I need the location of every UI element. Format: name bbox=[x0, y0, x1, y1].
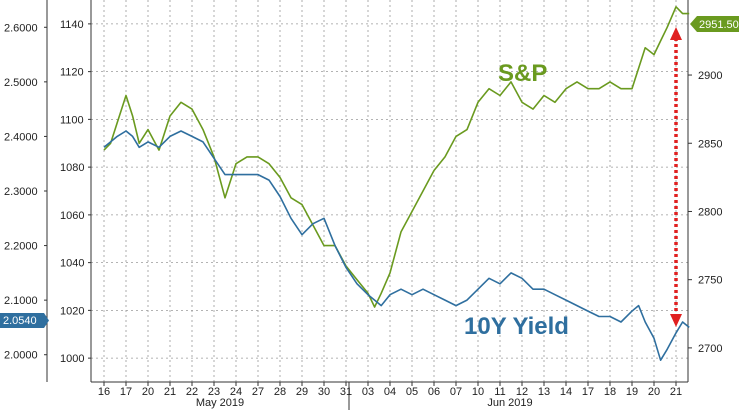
spread-arrow bbox=[670, 27, 682, 327]
x-tick-label: 13 bbox=[538, 386, 550, 398]
spx-last-value-badge: 2951.50 bbox=[690, 16, 739, 32]
x-tick-label: 20 bbox=[648, 386, 660, 398]
yield-badge-text: 2.0540 bbox=[3, 315, 37, 327]
left-inner-tick-label: 1120 bbox=[60, 67, 84, 79]
series-line-yield bbox=[103, 130, 690, 362]
left-inner-tick-label: 1100 bbox=[60, 114, 84, 126]
x-tick-label: 19 bbox=[626, 386, 638, 398]
x-tick-labels: 16 17 20 21 22 23 24 27 28 29 30 31 03 04 05 06 07 10 11 12… bbox=[98, 382, 682, 398]
x-tick-label: 21 bbox=[164, 386, 176, 398]
x-tick-label: 16 bbox=[98, 386, 110, 398]
x-tick-label: 07 bbox=[450, 386, 462, 398]
x-tick-label: 29 bbox=[296, 386, 308, 398]
left-inner-tick-labels: 1000 1020 1040 1060 1080 1100 1120 1140 bbox=[60, 19, 91, 365]
x-tick-label: 17 bbox=[120, 386, 132, 398]
series-lines bbox=[103, 6, 690, 362]
month-label-may: May 2019 bbox=[196, 397, 244, 409]
spx-badge-text: 2951.50 bbox=[699, 19, 739, 31]
yield-last-value-badge: 2.0540 bbox=[0, 313, 49, 328]
spx-badge-shape bbox=[690, 16, 739, 32]
x-tick-label: 23 bbox=[208, 386, 220, 398]
right-tick-label: 2800 bbox=[698, 206, 722, 218]
left-outer-tick-label: 2.2000 bbox=[4, 241, 38, 253]
right-tick-label: 2850 bbox=[698, 138, 722, 150]
left-inner-tick-label: 1040 bbox=[60, 258, 84, 270]
left-outer-tick-label: 2.3000 bbox=[4, 186, 38, 198]
x-tick-label: 04 bbox=[384, 386, 396, 398]
right-tick-labels: 2700 2750 2800 2850 2900 bbox=[688, 70, 722, 355]
series-label-yield: 10Y Yield bbox=[464, 313, 569, 340]
right-tick-label: 2900 bbox=[698, 70, 722, 82]
x-tick-label: 17 bbox=[582, 386, 594, 398]
x-tick-label: 28 bbox=[274, 386, 286, 398]
x-tick-label: 31 bbox=[340, 386, 352, 398]
left-inner-tick-label: 1140 bbox=[60, 19, 84, 31]
left-inner-tick-label: 1020 bbox=[60, 305, 84, 317]
x-tick-label: 10 bbox=[472, 386, 484, 398]
x-tick-label: 18 bbox=[604, 386, 616, 398]
left-outer-tick-label: 2.0000 bbox=[4, 350, 38, 362]
yield-badge-shape bbox=[0, 313, 44, 328]
left-outer-tick-labels: 2.0000 2.1000 2.2000 2.3000 2.4000 2.5000 2.60… bbox=[4, 22, 47, 362]
x-tick-label: 30 bbox=[318, 386, 330, 398]
left-inner-tick-label: 1000 bbox=[60, 353, 84, 365]
left-outer-tick-label: 2.6000 bbox=[4, 22, 38, 34]
right-tick-label: 2700 bbox=[698, 343, 722, 355]
right-tick-label: 2750 bbox=[698, 275, 722, 287]
spread-arrow-head-down bbox=[670, 314, 682, 327]
x-tick-label: 27 bbox=[252, 386, 264, 398]
grid bbox=[91, 0, 688, 382]
yield-badge-pointer bbox=[44, 313, 49, 328]
x-tick-label: 24 bbox=[230, 386, 242, 398]
x-tick-label: 11 bbox=[494, 386, 505, 398]
left-outer-tick-label: 2.4000 bbox=[4, 131, 38, 143]
x-tick-label: 14 bbox=[560, 386, 572, 398]
x-tick-label: 12 bbox=[516, 386, 528, 398]
spread-arrow-head-up bbox=[670, 27, 682, 40]
x-tick-label: 22 bbox=[186, 386, 198, 398]
x-tick-label: 21 bbox=[670, 386, 682, 398]
left-outer-tick-label: 2.5000 bbox=[4, 77, 38, 89]
series-label-spx: S&P bbox=[498, 60, 547, 87]
x-tick-label: 05 bbox=[406, 386, 418, 398]
x-tick-label: 20 bbox=[142, 386, 154, 398]
series-line-spx bbox=[103, 6, 690, 308]
left-inner-tick-label: 1080 bbox=[60, 162, 84, 174]
x-tick-label: 03 bbox=[362, 386, 374, 398]
left-inner-tick-label: 1060 bbox=[60, 210, 84, 222]
x-tick-label: 06 bbox=[428, 386, 440, 398]
month-label-jun: Jun 2019 bbox=[487, 397, 532, 409]
left-outer-tick-label: 2.1000 bbox=[4, 295, 38, 307]
